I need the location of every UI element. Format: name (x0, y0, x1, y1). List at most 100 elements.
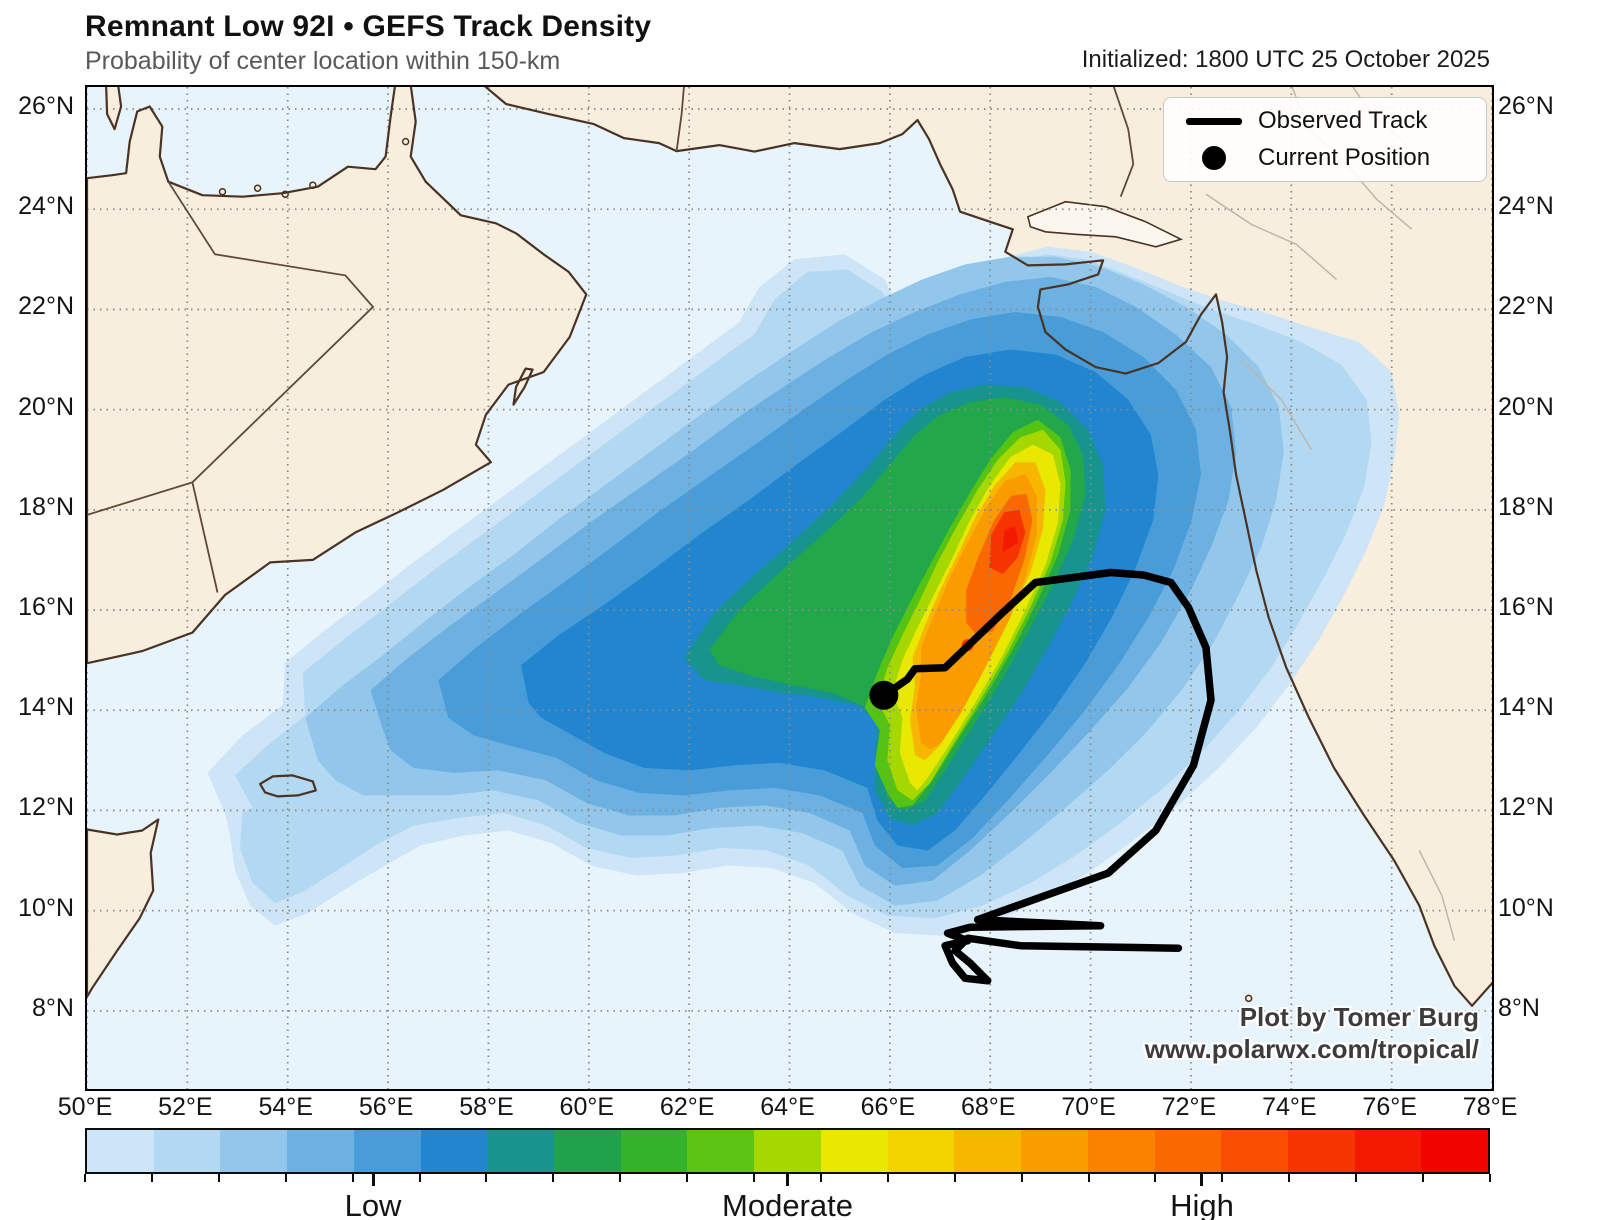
colorbar-segment (954, 1130, 1022, 1172)
small-island (1244, 994, 1253, 1003)
colorbar-segment (487, 1130, 555, 1172)
lon-tick-label: 66°E (860, 1093, 916, 1121)
lon-tick-label: 52°E (158, 1093, 213, 1121)
lon-tick-label: 60°E (559, 1093, 615, 1121)
colorbar-category-label: High (1170, 1188, 1234, 1220)
map-svg (87, 87, 1492, 1089)
legend-current-position-label: Current Position (1258, 144, 1431, 171)
colorbar-tick (819, 1174, 822, 1182)
colorbar-tick (619, 1174, 622, 1182)
colorbar-segment (220, 1130, 288, 1172)
colorbar-segment (153, 1130, 221, 1172)
state-border (1418, 850, 1456, 941)
small-island (401, 137, 410, 146)
legend-current-position-row: Current Position (1164, 144, 1486, 172)
small-island (253, 184, 262, 192)
colorbar-major-tick (371, 1174, 375, 1186)
colorbar-tick (84, 1174, 86, 1182)
colorbar-category-label: Moderate (722, 1188, 853, 1220)
lat-tick-label-left: 10°N (18, 893, 74, 922)
colorbar-tick (351, 1174, 354, 1182)
colorbar-segment (620, 1130, 688, 1172)
colorbar-tick (418, 1174, 421, 1182)
colorbar-segment (87, 1130, 154, 1172)
density-layer-15 (1002, 525, 1019, 553)
observed-track-line (882, 568, 1215, 985)
colorbar-segment (353, 1130, 421, 1172)
colorbar-tick (1154, 1174, 1157, 1182)
colorbar-gradient (85, 1128, 1490, 1174)
lat-tick-label-right: 8°N (1498, 993, 1540, 1022)
lat-tick-label-left: 22°N (18, 292, 74, 321)
lon-tick-label: 58°E (459, 1093, 514, 1121)
colorbar-segment (1221, 1130, 1288, 1172)
landmass-arabian-peninsula (87, 87, 587, 664)
colorbar-segment (287, 1130, 354, 1172)
lat-tick-label-left: 16°N (18, 593, 74, 622)
colorbar-tick (1087, 1174, 1090, 1182)
country-border (675, 87, 685, 152)
lon-tick-label: 64°E (760, 1093, 815, 1121)
small-island (218, 187, 227, 196)
colorbar-major-tick (1200, 1174, 1204, 1186)
map-canvas: Observed Track Current Position Plot by … (85, 85, 1494, 1091)
state-border (1205, 193, 1337, 280)
colorbar-ticks (84, 1174, 1491, 1186)
colorbar: Low Moderate High (84, 1128, 1491, 1220)
colorbar-segment (754, 1130, 821, 1172)
colorbar-tick (953, 1174, 956, 1182)
colorbar-segment (1354, 1130, 1422, 1172)
lon-tick-label: 54°E (258, 1093, 313, 1121)
observed-track-line-icon (1186, 117, 1242, 125)
colorbar-tick (217, 1174, 220, 1182)
colorbar-labels: Low Moderate High (85, 1186, 1490, 1220)
colorbar-segment (820, 1130, 888, 1172)
colorbar-tick (284, 1174, 287, 1182)
legend-observed-track-label: Observed Track (1258, 107, 1428, 134)
colorbar-tick (753, 1174, 756, 1182)
colorbar-tick (1221, 1174, 1224, 1182)
lat-tick-label-left: 8°N (32, 993, 74, 1022)
lon-tick-label: 70°E (1061, 1093, 1116, 1121)
colorbar-tick (1489, 1174, 1491, 1182)
lon-tick-label: 74°E (1262, 1093, 1317, 1121)
lon-tick-label: 68°E (960, 1093, 1016, 1121)
lat-tick-label-left: 20°N (18, 392, 74, 421)
lat-tick-label-right: 20°N (1498, 392, 1554, 421)
colorbar-tick (886, 1174, 889, 1182)
page-subtitle: Probability of center location within 15… (85, 47, 561, 75)
lat-tick-label-left: 18°N (18, 492, 74, 521)
legend-observed-track-row: Observed Track (1164, 107, 1486, 135)
initialization-time: Initialized: 1800 UTC 25 October 2025 (1081, 46, 1490, 73)
lat-tick-label-right: 24°N (1498, 192, 1554, 221)
lon-tick-label: 56°E (358, 1093, 414, 1121)
page-title: Remnant Low 92I • GEFS Track Density (85, 10, 652, 43)
colorbar-segment (1087, 1130, 1155, 1172)
lat-tick-label-left: 26°N (18, 92, 74, 121)
colorbar-major-tick (786, 1174, 789, 1186)
lon-tick-label: 72°E (1161, 1093, 1217, 1121)
coastline-masirah-island (512, 367, 534, 406)
attribution-url: www.polarwx.com/tropical/ (1144, 1034, 1479, 1064)
colorbar-segment (1154, 1130, 1222, 1172)
lat-tick-label-right: 22°N (1498, 292, 1554, 321)
lat-tick-label-right: 14°N (1498, 693, 1554, 722)
coastline-somalia (87, 818, 160, 998)
colorbar-tick (150, 1174, 153, 1182)
lat-tick-label-right: 12°N (1498, 793, 1554, 822)
colorbar-tick (1355, 1174, 1358, 1182)
colorbar-segment (687, 1130, 755, 1172)
colorbar-segment (1287, 1130, 1355, 1172)
lat-tick-label-left: 14°N (18, 693, 74, 722)
lon-tick-label: 62°E (659, 1093, 715, 1121)
map-legend: Observed Track Current Position (1163, 97, 1487, 182)
colorbar-segment (420, 1130, 488, 1172)
landmass-somalia (87, 819, 159, 997)
current-position-dot (869, 680, 899, 710)
lat-tick-label-right: 26°N (1498, 92, 1554, 121)
lat-tick-label-right: 10°N (1498, 893, 1554, 922)
lon-tick-label: 50°E (57, 1093, 113, 1121)
colorbar-tick (552, 1174, 555, 1182)
colorbar-segment (554, 1130, 621, 1172)
